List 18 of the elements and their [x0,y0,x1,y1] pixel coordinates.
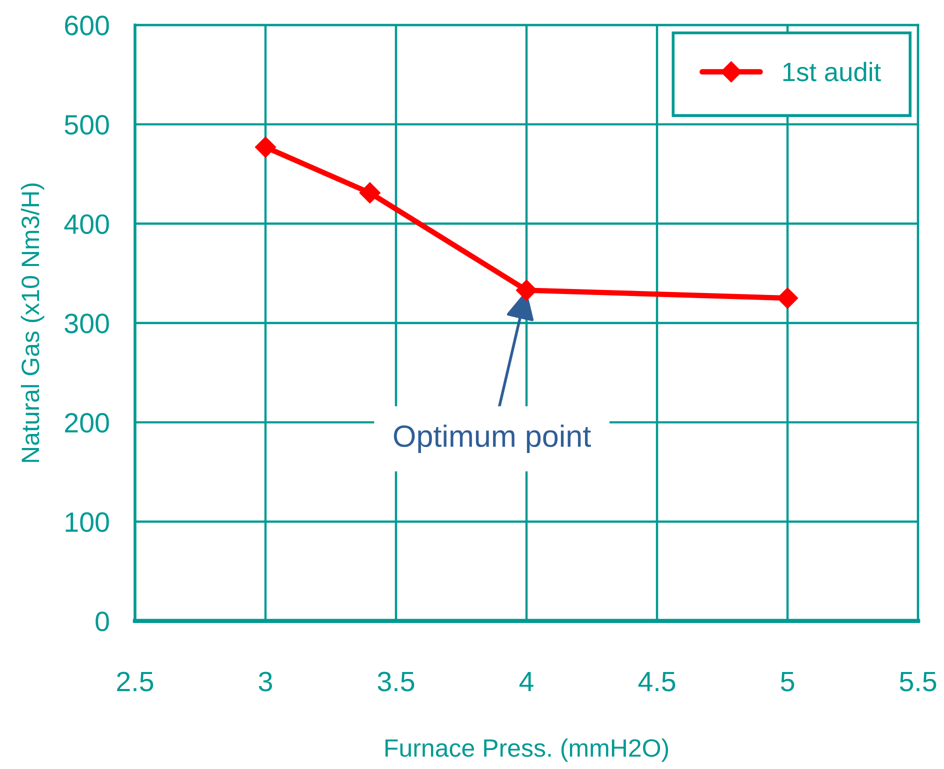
y-tick-label: 0 [96,612,109,632]
y-tick-label: 600 [65,16,109,36]
annotation: Optimum point [394,424,591,454]
y-tick-label: 400 [64,214,109,234]
x-tick-label: 3 [258,672,272,692]
x-tick-label: 5 [780,672,794,692]
x-tick-label: 3.5 [378,672,414,692]
y-axis-title: Natural Gas (x10 Nm3/H) [20,184,44,462]
x-tick-label: 2.5 [117,672,154,692]
y-tick-label: 500 [64,114,109,135]
y-tick-label: 200 [65,412,109,433]
x-tick-label: 5.5 [900,672,936,692]
y-tick-label: 300 [64,314,109,334]
legend-label: 1st audit [783,62,881,82]
x-tick-label: 4 [519,672,534,692]
x-tick-label: 4.5 [638,672,676,692]
y-tick-label: 100 [66,512,109,532]
x-axis-title: Furnace Press. (mmH2O) [385,738,668,762]
